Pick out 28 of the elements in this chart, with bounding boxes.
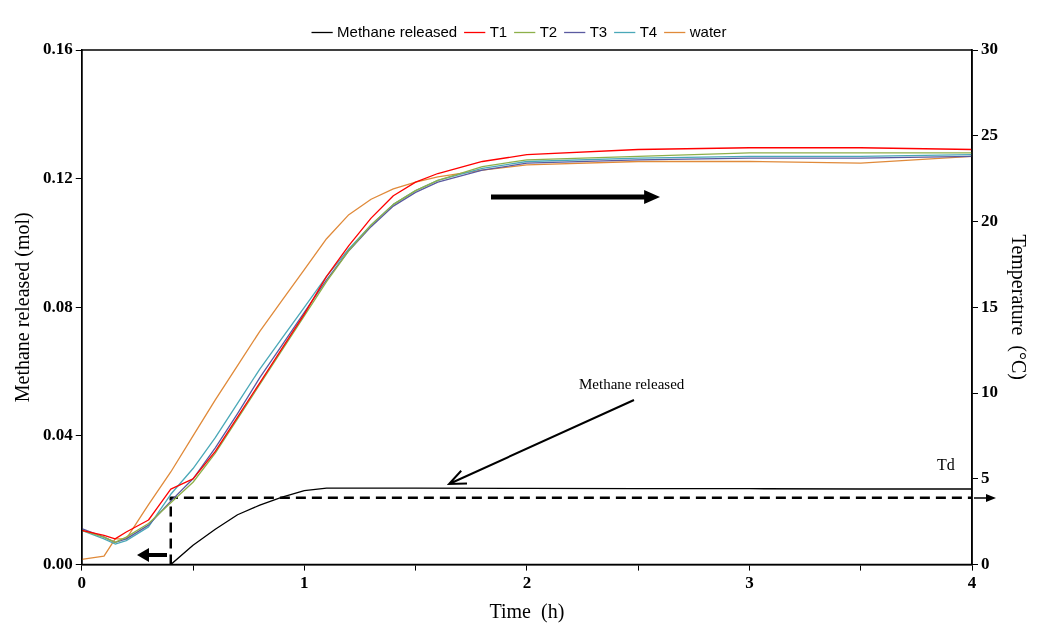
y2-tick-label: 5 [981,468,990,488]
x-tick-label: 4 [967,573,977,593]
y2-tick-label: 25 [981,125,998,145]
x-tick-label: 0 [77,573,86,593]
y-tick-label: 0.00 [43,553,73,573]
y-tick-label: 0.16 [43,39,73,59]
y2-tick-label: 10 [981,382,998,402]
legend-label: T1 [489,22,508,40]
y2-tick-label: 20 [981,210,998,230]
legend-label: T3 [589,22,608,40]
x-tick-label: 1 [300,573,309,593]
x-tick-label: 3 [745,573,754,593]
y2-tick-label: 0 [981,553,990,573]
legend-label: Methane released [337,22,458,40]
legend-label: water [688,22,727,40]
annotation: Methane released [578,376,685,394]
legend-label: T2 [539,22,558,40]
y2-tick-label: 30 [981,39,998,59]
y2-tick-label: 15 [981,296,998,316]
y-tick-label: 0.08 [43,296,73,316]
legend-label: T4 [639,22,658,40]
y2-axis-title: Temperature (°C) [1006,234,1030,381]
x-axis-title: Time (h) [489,600,565,624]
annotation: Td [937,455,955,474]
y-axis-title: Methane released (mol) [11,212,35,403]
y-tick-label: 0.12 [43,168,73,188]
x-tick-label: 2 [522,573,532,593]
y-tick-label: 0.04 [43,425,74,445]
